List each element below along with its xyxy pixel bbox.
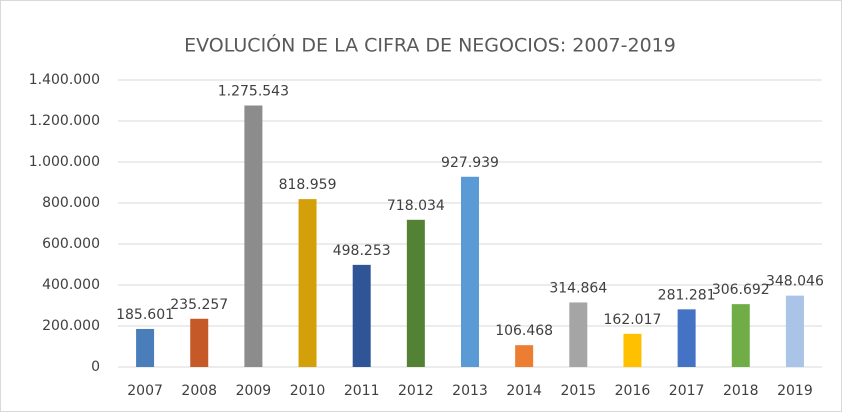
bar xyxy=(406,219,425,367)
x-tick-label: 2017 xyxy=(669,383,705,399)
y-tick-label: 400.000 xyxy=(42,277,100,293)
value-label: 348.046 xyxy=(766,274,824,290)
x-tick-label: 2014 xyxy=(506,383,542,399)
x-tick-label: 2012 xyxy=(398,383,434,399)
x-tick-label: 2009 xyxy=(236,383,272,399)
x-tick-label: 2015 xyxy=(560,383,596,399)
x-tick-label: 2016 xyxy=(615,383,651,399)
y-tick-label: 1.200.000 xyxy=(29,113,100,129)
bar xyxy=(731,304,750,367)
x-tick-label: 2008 xyxy=(181,383,217,399)
value-label: 314.864 xyxy=(549,280,607,296)
value-label: 498.253 xyxy=(333,243,391,259)
x-tick-label: 2011 xyxy=(344,383,380,399)
value-label: 1.275.543 xyxy=(218,84,289,100)
value-label: 106.468 xyxy=(495,323,553,339)
value-label: 306.692 xyxy=(712,282,770,298)
bar xyxy=(461,176,479,367)
value-label: 718.034 xyxy=(387,198,445,214)
bar xyxy=(244,105,263,368)
y-tick-label: 1.000.000 xyxy=(29,154,100,170)
x-tick-label: 2007 xyxy=(127,383,163,399)
bar xyxy=(190,318,209,367)
x-tick-label: 2018 xyxy=(723,383,759,399)
y-tick-label: 600.000 xyxy=(42,236,100,252)
y-tick-label: 0 xyxy=(91,359,100,375)
y-tick-label: 800.000 xyxy=(42,195,100,211)
bar xyxy=(569,302,588,367)
bar xyxy=(785,295,804,367)
x-tick-label: 2013 xyxy=(452,383,488,399)
x-tick-label: 2019 xyxy=(777,383,813,399)
value-label: 162.017 xyxy=(604,312,662,328)
bar xyxy=(352,264,371,367)
value-label: 818.959 xyxy=(279,177,337,193)
x-tick-label: 2010 xyxy=(290,383,326,399)
value-label: 185.601 xyxy=(116,307,174,323)
bar xyxy=(623,333,642,367)
value-label: 281.281 xyxy=(658,287,716,303)
value-label: 927.939 xyxy=(441,155,499,171)
y-tick-label: 1.400.000 xyxy=(29,72,100,88)
y-tick-label: 200.000 xyxy=(42,318,100,334)
bar xyxy=(515,345,534,367)
bar xyxy=(298,199,317,367)
bar xyxy=(136,328,155,367)
chart-title: EVOLUCIÓN DE LA CIFRA DE NEGOCIOS: 2007-… xyxy=(184,33,676,57)
value-label: 235.257 xyxy=(170,297,228,313)
bar xyxy=(677,309,696,367)
